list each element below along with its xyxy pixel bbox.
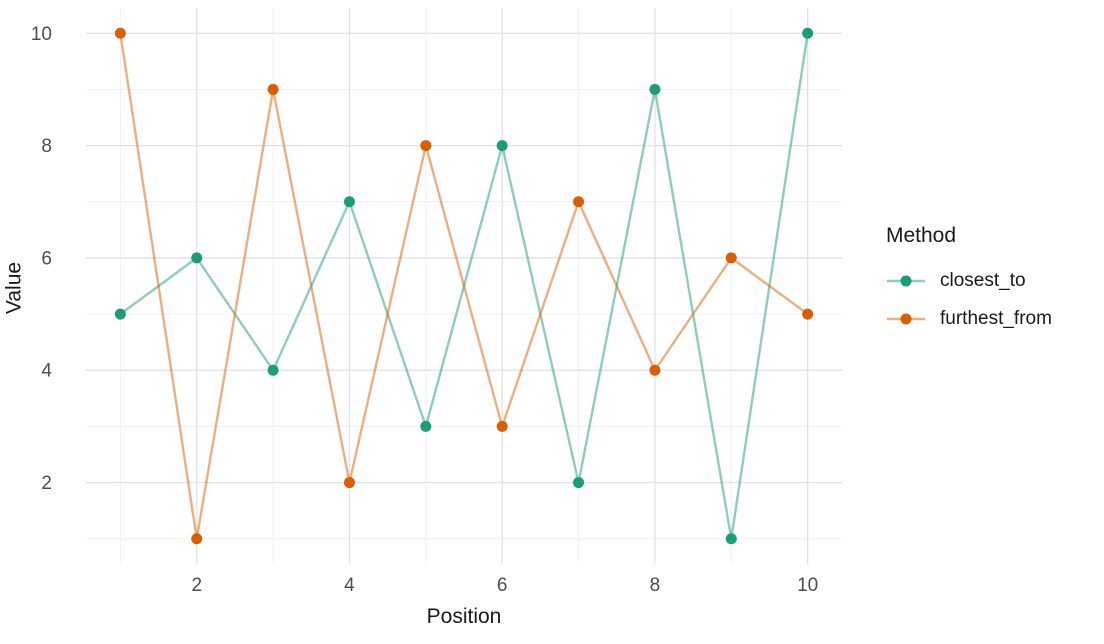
data-point-furthest_from: [496, 420, 508, 432]
data-point-closest_to: [802, 27, 814, 39]
x-tick-label: 2: [191, 575, 202, 596]
data-point-closest_to: [343, 196, 355, 208]
y-axis-title: Value: [2, 261, 26, 315]
legend-label: closest_to: [940, 270, 1026, 291]
data-point-furthest_from: [573, 196, 585, 208]
x-tick-label: 8: [650, 575, 661, 596]
data-point-closest_to: [496, 140, 508, 152]
data-point-closest_to: [114, 308, 126, 320]
data-point-furthest_from: [420, 140, 432, 152]
series-line-furthest_from: [119, 32, 809, 540]
x-tick-label: 6: [497, 575, 508, 596]
legend-label: furthest_from: [940, 308, 1052, 329]
data-point-closest_to: [649, 83, 661, 95]
legend: Method closest_to furthest_from: [886, 224, 1052, 330]
legend-title: Method: [886, 224, 957, 247]
legend-item-closest_to: closest_to: [886, 270, 1052, 292]
x-tick-label: 4: [344, 575, 355, 596]
y-tick-label: 8: [41, 136, 52, 157]
data-point-furthest_from: [191, 533, 203, 545]
data-point-furthest_from: [725, 252, 737, 264]
data-point-furthest_from: [267, 83, 279, 95]
legend-item-furthest_from: furthest_from: [886, 308, 1052, 330]
x-axis-title: Position: [426, 605, 502, 628]
data-point-closest_to: [420, 420, 432, 432]
data-point-furthest_from: [343, 477, 355, 489]
x-tick-label: 10: [797, 575, 818, 596]
legend-key-icon: [887, 275, 925, 287]
y-tick-label: 2: [41, 473, 52, 494]
y-tick-label: 6: [41, 248, 52, 269]
data-point-closest_to: [725, 533, 737, 545]
data-point-closest_to: [267, 364, 279, 376]
legend-items: closest_to furthest_from: [886, 270, 1052, 330]
data-point-furthest_from: [649, 364, 661, 376]
y-tick-label: 4: [41, 361, 52, 382]
data-point-closest_to: [573, 477, 585, 489]
data-point-furthest_from: [802, 308, 814, 320]
y-tick-label: 10: [31, 24, 52, 45]
data-point-furthest_from: [114, 27, 126, 39]
data-point-closest_to: [191, 252, 203, 264]
legend-key-icon: [887, 313, 925, 325]
